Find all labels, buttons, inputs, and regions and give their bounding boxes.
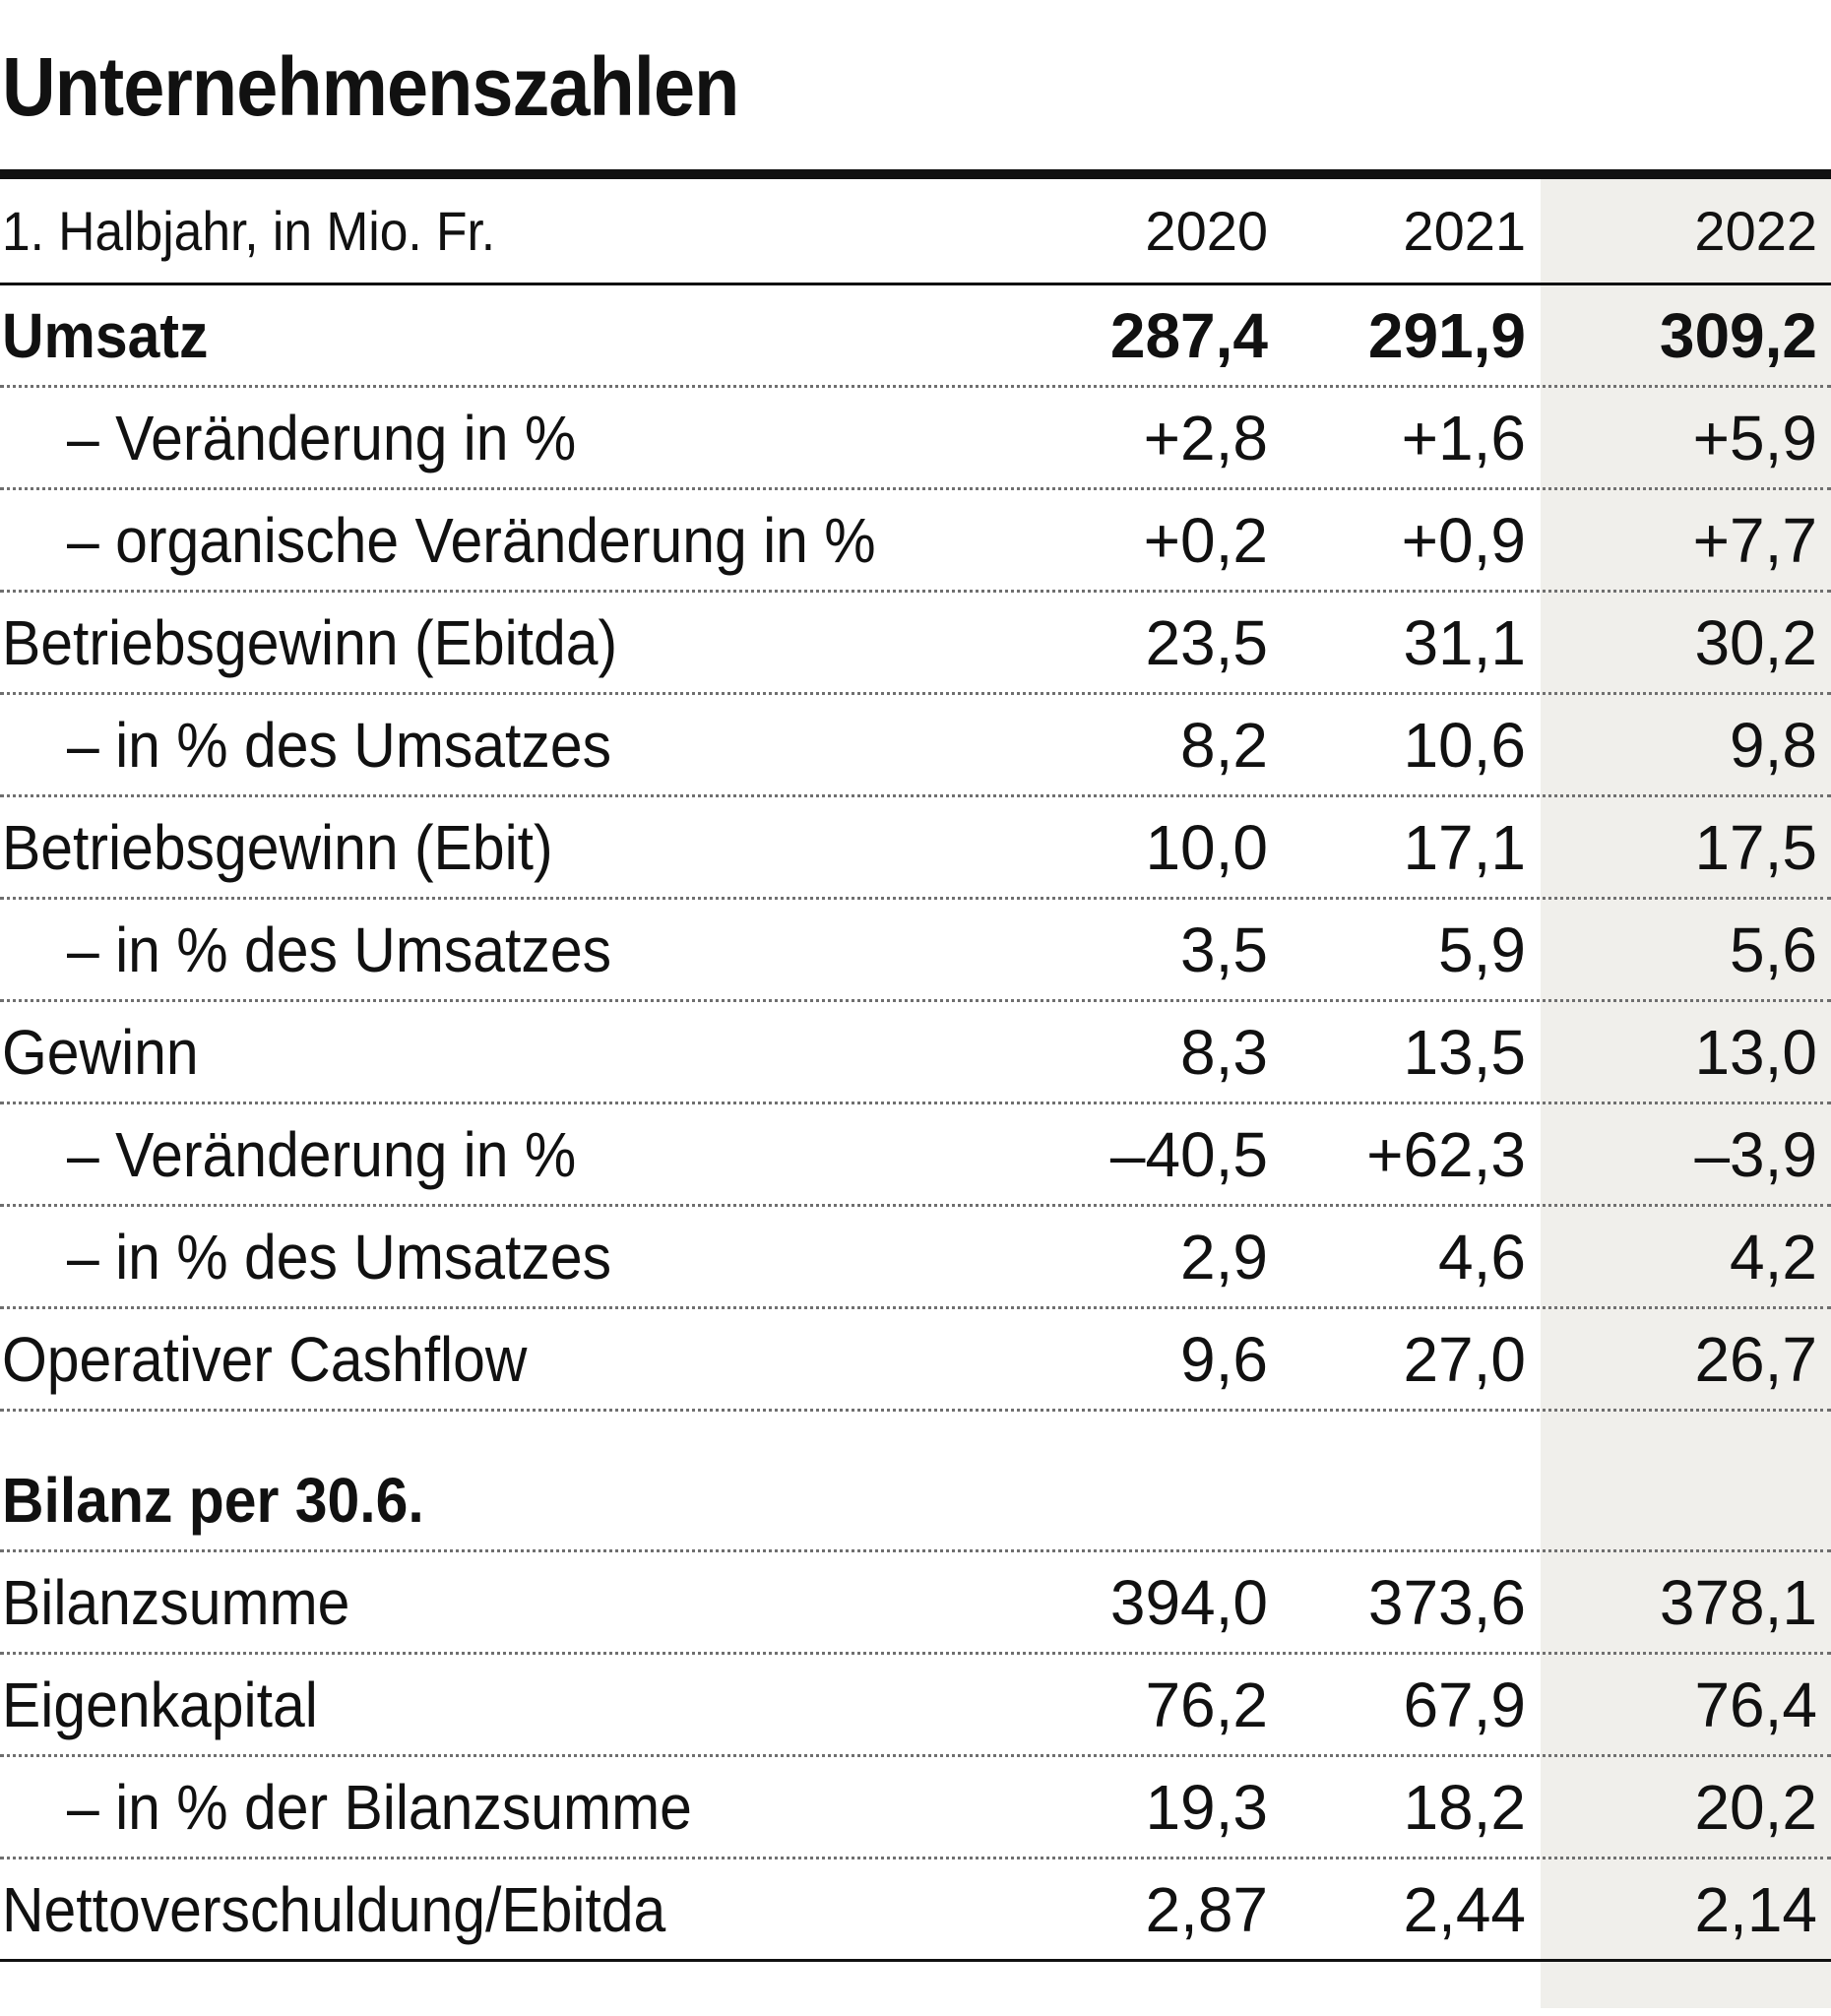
table-row: – in % der Bilanzsumme 19,3 18,2 20,2 bbox=[0, 1757, 1831, 1859]
value-2022: 17,5 bbox=[1694, 812, 1817, 883]
table-row: Betriebsgewinn (Ebitda) 23,5 31,1 30,2 bbox=[0, 593, 1831, 695]
table-row: Nettoverschuldung/Ebitda 2,87 2,44 2,14 bbox=[0, 1859, 1831, 1962]
value-2020: 287,4 bbox=[1109, 300, 1268, 371]
value-2021: 17,1 bbox=[1403, 812, 1526, 883]
value-2020: +2,8 bbox=[1143, 403, 1268, 473]
table-row: Bilanzsumme 394,0 373,6 378,1 bbox=[0, 1552, 1831, 1655]
row-label: Operativer Cashflow bbox=[2, 1324, 528, 1395]
row-label: Umsatz bbox=[2, 300, 209, 371]
row-label: – organische Veränderung in % bbox=[67, 505, 876, 576]
value-2020: 2,9 bbox=[1180, 1222, 1268, 1292]
row-label: Gewinn bbox=[2, 1017, 199, 1088]
value-2021: 4,6 bbox=[1438, 1222, 1526, 1292]
value-2022: –3,9 bbox=[1694, 1119, 1817, 1190]
row-label: – Veränderung in % bbox=[67, 1119, 577, 1190]
value-2021: 291,9 bbox=[1367, 300, 1526, 371]
value-2021: 10,6 bbox=[1403, 710, 1526, 781]
value-2022: 9,8 bbox=[1730, 710, 1817, 781]
value-2021: 13,5 bbox=[1403, 1017, 1526, 1088]
header-year-2021: 2021 bbox=[1403, 200, 1526, 262]
header-year-2022: 2022 bbox=[1694, 200, 1817, 262]
financial-table: 1. Halbjahr, in Mio. Fr. 2020 2021 2022 … bbox=[0, 179, 1831, 1962]
value-2022: +7,7 bbox=[1692, 505, 1817, 576]
table-row-umsatz: Umsatz 287,4 291,9 309,2 bbox=[0, 285, 1831, 388]
row-label: Betriebsgewinn (Ebit) bbox=[2, 812, 553, 883]
value-2020: 23,5 bbox=[1145, 607, 1268, 678]
table-row: Betriebsgewinn (Ebit) 10,0 17,1 17,5 bbox=[0, 797, 1831, 900]
value-2020: 8,2 bbox=[1180, 710, 1268, 781]
row-label: – Veränderung in % bbox=[67, 403, 577, 473]
value-2020: 8,3 bbox=[1180, 1017, 1268, 1088]
value-2021: +1,6 bbox=[1401, 403, 1526, 473]
value-2022: +5,9 bbox=[1692, 403, 1817, 473]
page-title: Unternehmenszahlen bbox=[2, 40, 739, 133]
table-header: 1. Halbjahr, in Mio. Fr. 2020 2021 2022 bbox=[0, 179, 1831, 285]
table-row: – in % des Umsatzes 3,5 5,9 5,6 bbox=[0, 900, 1831, 1002]
highlight-column-2022 bbox=[1541, 179, 1831, 2008]
row-label: Betriebsgewinn (Ebitda) bbox=[2, 607, 618, 678]
row-label: Nettoverschuldung/Ebitda bbox=[2, 1874, 666, 1945]
header-year-2020: 2020 bbox=[1145, 200, 1268, 262]
row-label: – in % des Umsatzes bbox=[67, 914, 612, 985]
value-2020: 2,87 bbox=[1145, 1874, 1268, 1945]
value-2020: 394,0 bbox=[1109, 1567, 1268, 1638]
value-2021: 18,2 bbox=[1403, 1772, 1526, 1843]
title-rule bbox=[0, 169, 1831, 179]
value-2020: –40,5 bbox=[1109, 1119, 1268, 1190]
table-row: – in % des Umsatzes 2,9 4,6 4,2 bbox=[0, 1207, 1831, 1309]
value-2021: 31,1 bbox=[1403, 607, 1526, 678]
row-label: – in % des Umsatzes bbox=[67, 710, 612, 781]
table-row: – Veränderung in % +2,8 +1,6 +5,9 bbox=[0, 388, 1831, 490]
table-row: – Veränderung in % –40,5 +62,3 –3,9 bbox=[0, 1104, 1831, 1207]
value-2020: +0,2 bbox=[1143, 505, 1268, 576]
table-row: – organische Veränderung in % +0,2 +0,9 … bbox=[0, 490, 1831, 593]
value-2022: 26,7 bbox=[1694, 1324, 1817, 1395]
section-heading-balance: Bilanz per 30.6. bbox=[0, 1412, 1831, 1552]
section-title: Bilanz per 30.6. bbox=[2, 1465, 424, 1536]
value-2022: 2,14 bbox=[1694, 1874, 1817, 1945]
value-2020: 3,5 bbox=[1180, 914, 1268, 985]
row-label: Bilanzsumme bbox=[2, 1567, 350, 1638]
value-2021: 2,44 bbox=[1403, 1874, 1526, 1945]
value-2020: 9,6 bbox=[1180, 1324, 1268, 1395]
value-2021: 5,9 bbox=[1438, 914, 1526, 985]
table-row: – in % des Umsatzes 8,2 10,6 9,8 bbox=[0, 695, 1831, 797]
value-2022: 309,2 bbox=[1659, 300, 1817, 371]
header-label: 1. Halbjahr, in Mio. Fr. bbox=[2, 200, 496, 262]
value-2022: 378,1 bbox=[1659, 1567, 1817, 1638]
value-2022: 13,0 bbox=[1694, 1017, 1817, 1088]
value-2021: 67,9 bbox=[1403, 1670, 1526, 1740]
value-2020: 10,0 bbox=[1145, 812, 1268, 883]
value-2021: +0,9 bbox=[1401, 505, 1526, 576]
row-label: Eigenkapital bbox=[2, 1670, 318, 1740]
value-2021: 27,0 bbox=[1403, 1324, 1526, 1395]
value-2020: 19,3 bbox=[1145, 1772, 1268, 1843]
value-2022: 30,2 bbox=[1694, 607, 1817, 678]
value-2022: 76,4 bbox=[1694, 1670, 1817, 1740]
table-row: Operativer Cashflow 9,6 27,0 26,7 bbox=[0, 1309, 1831, 1412]
value-2020: 76,2 bbox=[1145, 1670, 1268, 1740]
table-row: Gewinn 8,3 13,5 13,0 bbox=[0, 1002, 1831, 1104]
row-label: – in % der Bilanzsumme bbox=[67, 1772, 692, 1843]
table-row: Eigenkapital 76,2 67,9 76,4 bbox=[0, 1655, 1831, 1757]
value-2022: 5,6 bbox=[1730, 914, 1817, 985]
value-2021: +62,3 bbox=[1366, 1119, 1526, 1190]
value-2021: 373,6 bbox=[1367, 1567, 1526, 1638]
value-2022: 20,2 bbox=[1694, 1772, 1817, 1843]
row-label: – in % des Umsatzes bbox=[67, 1222, 612, 1292]
value-2022: 4,2 bbox=[1730, 1222, 1817, 1292]
